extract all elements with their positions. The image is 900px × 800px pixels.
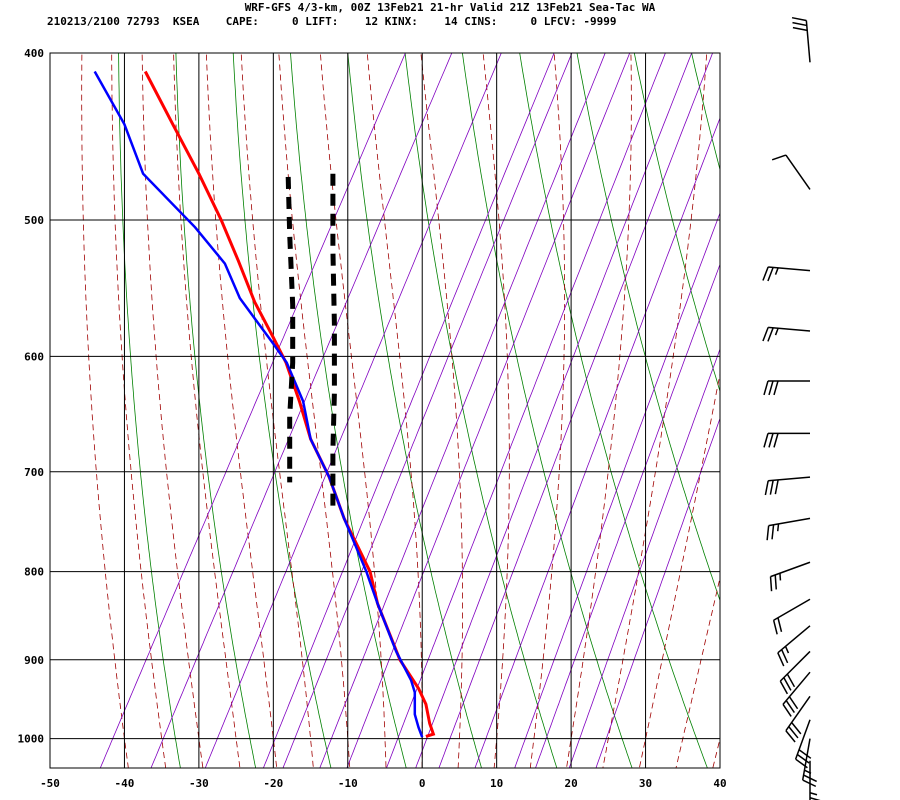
mixing-ratio-line [99, 53, 406, 768]
series-layer [93, 70, 436, 738]
dewpoint-profile [93, 70, 424, 738]
wind-barb [785, 695, 811, 743]
temperature-tick-label: 20 [564, 777, 577, 790]
mixing-ratio-line [415, 53, 693, 768]
mixing-ratio-line [204, 53, 502, 768]
tick-labels: 400 500 600 700 800 900 1000 -50 -40 -30 -20 -10 0 10… [18, 47, 727, 790]
moist-adiabat [278, 53, 351, 768]
moist-adiabat [566, 53, 632, 768]
pressure-tick-label: 900 [24, 654, 44, 667]
mixing-ratio-line [535, 263, 720, 768]
moist-adiabat [319, 53, 387, 768]
temperature-tick-label: -40 [115, 777, 135, 790]
chart-title: WRF-GFS 4/3-km, 00Z 13Feb21 21-hr Valid … [244, 1, 656, 14]
dry-adiabat [232, 53, 332, 768]
moist-adiabat [81, 53, 129, 768]
pressure-tick-label: 500 [24, 214, 44, 227]
wind-barb [777, 625, 811, 667]
grid [50, 53, 720, 768]
mixing-ratio-line [438, 53, 714, 768]
mixing-ratio-line [474, 117, 720, 768]
moist-adiabat [675, 575, 720, 768]
sounding-indices: 210213/2100 72793 KSEA CAPE: 0 LIFT: 12 … [47, 15, 617, 28]
temperature-tick-label: -20 [263, 777, 283, 790]
wind-barbs [762, 16, 821, 800]
dendritic-zone-line [330, 173, 337, 509]
dry-adiabat [175, 53, 257, 768]
wind-barb [763, 432, 810, 448]
wind-barb [782, 671, 811, 717]
temperature-tick-label: -50 [40, 777, 60, 790]
pressure-tick-label: 700 [24, 466, 44, 479]
mixing-ratio-line [282, 53, 573, 768]
moist-adiabat [240, 53, 314, 768]
temperature-tick-label: 10 [490, 777, 503, 790]
mixing-ratio-line [319, 53, 606, 768]
wind-barb [766, 517, 811, 541]
mixing-ratio-line [386, 53, 666, 768]
mixing-ratio-line [262, 53, 555, 768]
dry-adiabat [633, 53, 720, 393]
wind-barb [764, 476, 811, 496]
dendritic-zone-line [285, 176, 296, 483]
wind-barb [779, 650, 811, 695]
temperature-tick-label: 0 [419, 777, 426, 790]
pressure-tick-label: 1000 [18, 733, 45, 746]
pressure-tick-label: 600 [24, 350, 44, 363]
moist-adiabat [420, 53, 463, 768]
temperature-tick-label: -10 [338, 777, 358, 790]
dry-adiabat [796, 15, 900, 776]
mixing-ratio-line [568, 347, 720, 768]
wind-barb [772, 598, 811, 635]
moist-adiabat [712, 736, 720, 768]
moist-adiabat [638, 371, 720, 768]
dry-adiabat [404, 53, 558, 768]
wind-barb [762, 266, 811, 282]
mixing-ratio-line [514, 211, 720, 768]
dry-adiabat [853, 15, 900, 776]
dry-adiabat [118, 53, 181, 768]
mixing-ratio-line [346, 53, 631, 768]
dry-adiabat [740, 15, 900, 776]
wind-barb [769, 561, 811, 592]
pressure-tick-label: 800 [24, 566, 44, 579]
wind-barb [762, 326, 811, 342]
wind-barb [791, 16, 811, 63]
moist-adiabat [111, 53, 167, 768]
mixing-ratio-line [150, 53, 453, 768]
dry-adiabat [576, 53, 720, 602]
dry-adiabat [290, 53, 407, 768]
dry-adiabat [461, 53, 633, 768]
plot-frame [49, 52, 721, 769]
dry-adiabat [519, 53, 708, 768]
moist-adiabat [173, 53, 241, 768]
temperature-tick-label: 30 [639, 777, 652, 790]
wind-barb [809, 760, 821, 800]
moist-adiabat [366, 53, 423, 768]
moist-adiabat [529, 53, 565, 768]
background-lines [81, 15, 900, 776]
wind-barb [794, 719, 812, 769]
wind-barb [771, 154, 811, 190]
mixing-ratio-line [595, 417, 720, 768]
wind-barb [763, 380, 810, 396]
temperature-tick-label: 40 [713, 777, 726, 790]
moist-adiabat [205, 53, 278, 768]
moist-adiabat [602, 53, 708, 768]
moist-adiabat [141, 53, 204, 768]
moist-adiabat [482, 53, 510, 768]
pressure-tick-label: 400 [24, 47, 44, 60]
temperature-tick-label: -30 [189, 777, 209, 790]
